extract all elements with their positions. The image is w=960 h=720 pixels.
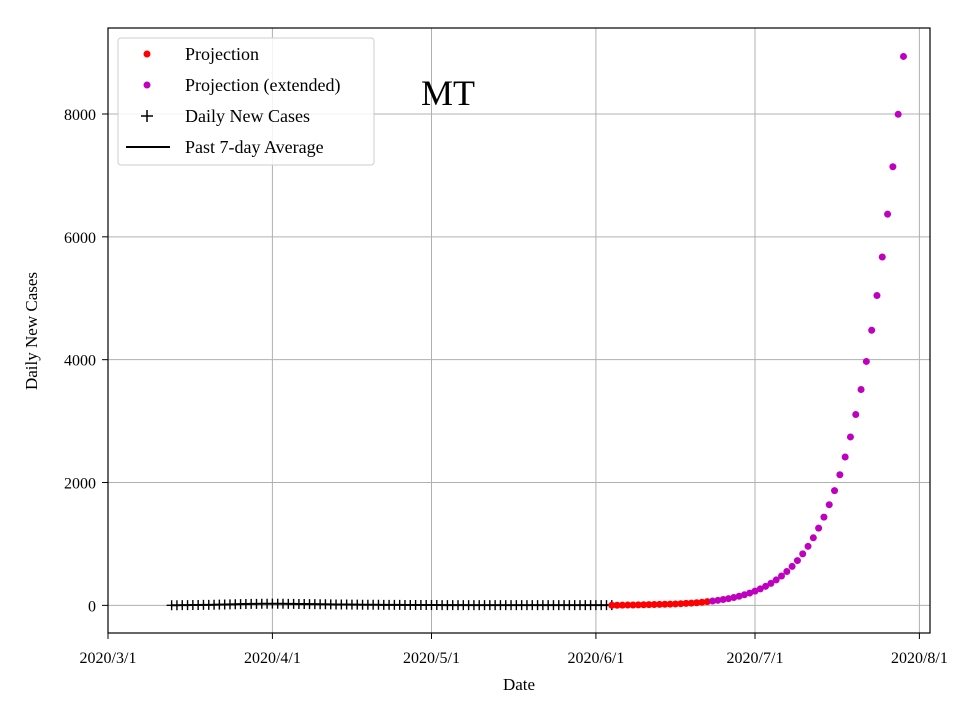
x-tick-label: 2020/5/1 (403, 650, 460, 667)
plot-frame (107, 27, 931, 634)
projection-point (788, 562, 796, 570)
projection-point (650, 601, 658, 609)
projection-point (894, 110, 902, 118)
legend-marker-daily-new-cases (141, 110, 153, 122)
legend-marker-projection (143, 50, 151, 58)
projection-point (661, 600, 669, 608)
projection-point (852, 411, 860, 419)
projection-point (841, 453, 849, 461)
legend-box (117, 37, 375, 166)
projection-point (677, 600, 685, 608)
projection-point (820, 513, 828, 521)
legend: Projection Projection (extended) Daily N… (117, 37, 375, 166)
legend-label-projection-extended: Projection (extended) (185, 75, 340, 96)
projection-point (656, 600, 664, 608)
projection-point (772, 576, 780, 584)
projection-point (645, 601, 653, 609)
projection-point (873, 292, 881, 300)
x-tick-label: 2020/8/1 (891, 650, 948, 667)
x-axis-label: Date (503, 675, 535, 694)
y-tick-label: 4000 (64, 353, 96, 370)
legend-label-daily-new-cases: Daily New Cases (185, 106, 310, 126)
x-axis: 2020/3/1 2020/4/1 2020/5/1 2020/6/1 2020/7/1… (80, 633, 948, 667)
series-projection-extended (709, 52, 907, 605)
projection-point (608, 601, 616, 609)
projection-point (767, 579, 775, 587)
x-tick-label: 2020/7/1 (727, 650, 784, 667)
x-tick-label: 2020/6/1 (567, 650, 624, 667)
projection-point (730, 593, 738, 601)
series-projection (608, 598, 711, 609)
projection-point (687, 599, 695, 607)
projection-point (831, 487, 839, 495)
projection-point (862, 357, 870, 365)
legend-marker-projection-extended (143, 81, 151, 89)
y-tick-label: 8000 (64, 107, 96, 124)
projection-point (756, 585, 764, 593)
projection-point (698, 598, 706, 606)
y-tick-label: 0 (88, 598, 96, 615)
legend-label-projection: Projection (185, 44, 259, 64)
projection-point (629, 601, 637, 609)
projection-point (751, 587, 759, 595)
projection-point (709, 597, 717, 605)
projection-point (640, 601, 648, 609)
y-axis-label: Daily New Cases (22, 272, 41, 390)
y-tick-label: 2000 (64, 476, 96, 493)
projection-point (836, 471, 844, 479)
projection-point (624, 601, 632, 609)
projection-point (809, 534, 817, 542)
chart-title: MT (421, 73, 475, 113)
projection-point (719, 596, 727, 604)
projection-point (724, 595, 732, 603)
projection-point (825, 501, 833, 509)
projection-point (899, 52, 907, 60)
projection-point (740, 591, 748, 599)
projection-point (793, 557, 801, 565)
projection-point (884, 210, 892, 218)
x-tick-label: 2020/4/1 (244, 650, 301, 667)
projection-point (889, 163, 897, 171)
projection-point (682, 599, 690, 607)
projection-point (783, 568, 791, 576)
projection-point (634, 601, 642, 609)
projection-point (671, 600, 679, 608)
projection-point (762, 582, 770, 590)
legend-label-past-7-day-average: Past 7-day Average (185, 137, 324, 157)
y-axis: 0 2000 4000 6000 8000 (64, 107, 108, 615)
series-daily-new-cases (166, 598, 617, 611)
projection-point (846, 433, 854, 441)
projection-point (878, 253, 886, 261)
projection-point (868, 326, 876, 334)
projection-point (815, 524, 823, 532)
projection-point (703, 598, 711, 606)
projection-point (613, 601, 621, 609)
projection-point (746, 589, 754, 597)
x-tick-label: 2020/3/1 (80, 650, 137, 667)
projection-point (735, 592, 743, 600)
projection-point (804, 542, 812, 550)
projection-point (778, 572, 786, 580)
projection-point (857, 385, 865, 393)
projection-point (666, 600, 674, 608)
projection-point (714, 596, 722, 604)
projection-point (618, 601, 626, 609)
projection-point (693, 599, 701, 607)
y-tick-label: 6000 (64, 230, 96, 247)
projection-point (799, 550, 807, 558)
